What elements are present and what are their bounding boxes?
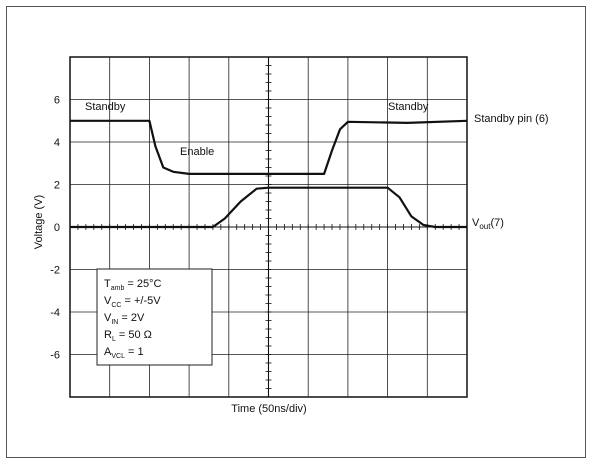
condition-line: RL = 50 Ω: [104, 329, 152, 343]
figure-frame: [6, 6, 586, 458]
condition-value: = 50 Ω: [116, 329, 152, 341]
y-tick-label: 0: [54, 222, 60, 234]
vout-sub: out: [479, 222, 491, 231]
condition-line: VCC = +/-5V: [104, 295, 161, 309]
x-axis-label: Time (50ns/div): [231, 403, 306, 415]
condition-value: = 2V: [118, 312, 145, 324]
y-axis-label: Voltage (V): [33, 195, 45, 249]
series-line-standby-pin: [70, 119, 468, 175]
y-tick-label: 2: [54, 180, 60, 192]
condition-line: Tamb = 25°C: [104, 278, 162, 292]
condition-symbol: V: [104, 312, 112, 324]
label-standby-right: Standby: [388, 101, 429, 113]
conditions-border: [96, 268, 213, 366]
condition-value: = +/-5V: [121, 295, 161, 307]
condition-subscript: CC: [111, 302, 121, 309]
condition-value: = 25°C: [124, 278, 161, 290]
y-tick-labels: 6 4 2 0 -2 -4 -6: [50, 95, 60, 362]
y-tick-label: 6: [54, 95, 60, 107]
condition-symbol: R: [104, 329, 112, 341]
condition-symbol: V: [104, 295, 112, 307]
y-tick-label: -4: [50, 307, 60, 319]
condition-subscript: VCL: [111, 353, 125, 360]
y-tick-label: 4: [54, 137, 60, 149]
y-tick-label: -2: [50, 265, 60, 277]
condition-value: = 1: [125, 346, 144, 358]
condition-subscript: L: [112, 336, 116, 343]
condition-subscript: amb: [111, 285, 125, 292]
series-group: [70, 119, 468, 229]
label-standby-pin: Standby pin (6): [474, 113, 549, 125]
vout-pin: (7): [490, 217, 503, 229]
condition-symbol: T: [104, 278, 111, 290]
condition-line: VIN = 2V: [104, 312, 145, 326]
condition-line: AVCL = 1: [104, 346, 144, 360]
series-line-vout: [70, 186, 467, 229]
condition-symbol: A: [104, 346, 112, 358]
label-vout: Vout(7): [472, 217, 504, 231]
vout-main: V: [472, 217, 480, 229]
label-standby-left: Standby: [85, 101, 126, 113]
y-tick-label: -6: [50, 350, 60, 362]
label-enable: Enable: [180, 146, 214, 158]
condition-subscript: IN: [111, 319, 118, 326]
